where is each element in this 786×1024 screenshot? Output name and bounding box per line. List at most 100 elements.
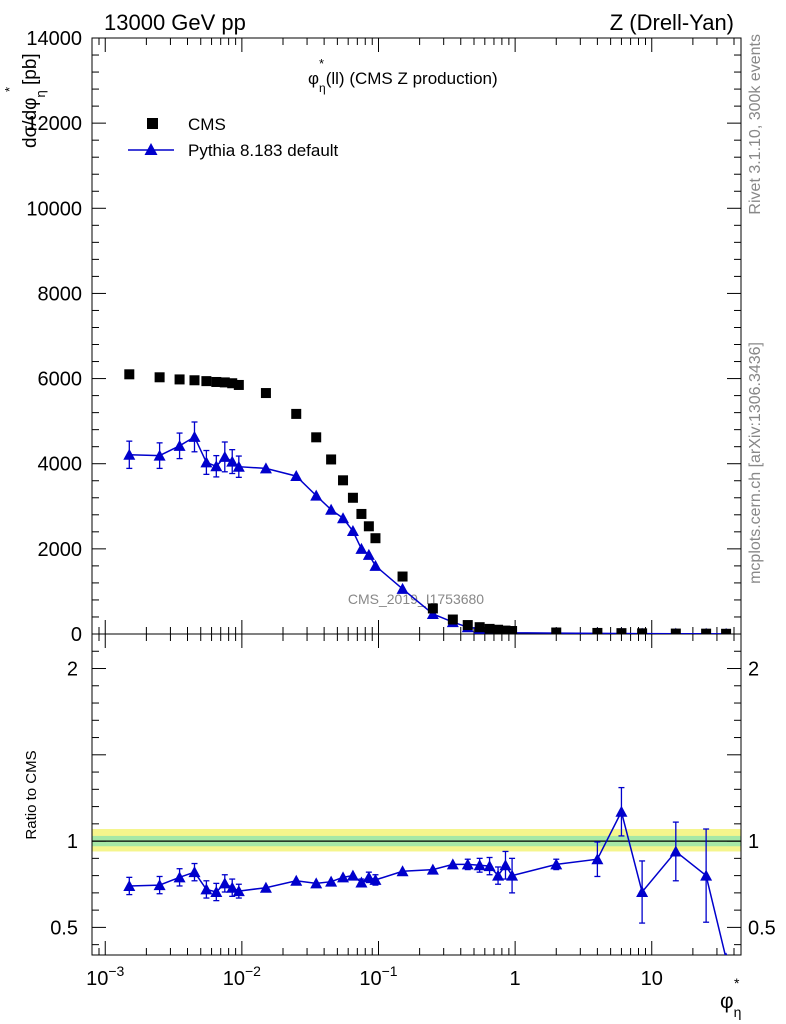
chart-marks: 10−3 10−2 10−1 1 100200040006000800010000120… [26,28,775,990]
x-tick-label: 10 [641,968,663,990]
ratio-marker [550,858,563,870]
ratio-marker [700,869,713,881]
cms-marker [701,628,712,634]
y-tick-label-ratio: 2 [67,659,78,681]
legend-mc-label: Pythia 8.183 default [188,141,339,160]
cms-marker [363,521,374,532]
ylabel-sub: η [33,90,48,97]
legend: CMS Pythia 8.183 default [128,115,339,160]
mc-marker [173,439,186,451]
cms-marker [201,376,212,387]
title-rest: (ll) (CMS Z production) [326,69,498,88]
ratio-marker [290,874,303,886]
cms-marker [500,625,511,634]
ratio-marker [506,869,519,881]
x-tick-label-exponent: −2 [245,963,261,979]
mc-marker [226,455,239,467]
mc-marker [153,449,166,461]
ratio-marker [210,886,223,898]
ratio-data-group [123,786,728,955]
title-sub: η [319,81,326,95]
title-sup: * [319,56,324,71]
mc-marker [210,460,223,472]
ratio-marker [426,863,439,875]
x-tick-label-base: 10 [86,968,108,990]
ylabel-pre: dσ/dφ [20,98,41,148]
ratio-marker [369,873,382,885]
mc-marker [310,489,323,501]
cms-marker [507,626,518,634]
x-tick-label: 10−2 [223,963,261,990]
y-tick-label-main: 8000 [38,283,83,305]
xlabel: φη [720,990,741,1020]
mc-marker [426,607,439,619]
ratio-marker [499,859,512,871]
watermark: CMS_2019_I1753680 [348,591,484,607]
y-tick-label-ratio-right: 0.5 [748,917,776,939]
cms-marker [219,377,230,388]
legend-cms-marker [147,118,158,129]
x-tick-label: 1 [510,968,521,990]
mc-marker [369,559,382,571]
main-ylabel: dσ/dφη [pb] [20,53,48,148]
ratio-marker [218,877,231,889]
ratio-marker [346,869,359,881]
mc-marker [325,503,338,515]
cms-marker [670,628,681,634]
mc-marker [337,512,350,524]
x-tick-label-exponent: −1 [382,963,398,979]
mc-marker [355,542,368,554]
cms-marker [447,614,458,625]
ratio-marker [362,871,375,883]
main-plot-title: φη(ll) (CMS Z production) [308,69,498,95]
cms-marker [211,376,222,387]
x-tick-label-base: 10 [223,968,245,990]
xlabel-phi: φ [720,990,734,1013]
ratio-marker [636,886,649,898]
cms-marker [227,378,238,389]
x-tick-label-base: 10 [641,968,663,990]
title-phi: φ [308,69,319,88]
mcplots-label: mcplots.cern.ch [arXiv:1306.3436] [747,342,764,584]
header-right: Z (Drell-Yan) [610,10,734,35]
y-tick-label-main: 6000 [38,369,83,391]
y-tick-label-main: 10000 [26,198,82,220]
cms-marker [356,508,367,519]
cms-marker [347,492,358,503]
cms-marker [154,372,165,383]
ratio-marker [259,881,272,893]
xlabel-sub: η [734,1004,742,1020]
ratio-marker [232,885,245,897]
ratio-marker [325,875,338,887]
mc-marker [259,462,272,474]
ratio-frame [91,633,742,956]
cms-marker [233,379,244,390]
x-tick-label-base: 10 [359,968,381,990]
mc-marker [218,450,231,462]
legend-mc-marker [144,143,158,155]
cms-marker [493,624,504,634]
y-tick-label-main: 12000 [26,113,82,135]
ratio-marker [724,952,728,955]
y-tick-label-ratio: 0.5 [50,917,78,939]
cms-marker [326,454,337,465]
ratio-marker [483,860,496,872]
cms-marker [189,375,200,386]
ylabel-post: [pb] [20,53,41,90]
mc-marker [362,548,375,560]
ratio-marker [226,881,239,893]
header-left: 13000 GeV pp [104,10,246,35]
cms-marker [397,571,408,582]
y-tick-label-main: 0 [71,624,82,646]
ratio-ylabel: Ratio to CMS [23,750,40,839]
legend-cms-label: CMS [188,115,226,134]
ratio-marker [200,883,213,895]
cms-marker [462,620,473,631]
mc-marker [290,470,303,482]
y-tick-label-ratio: 1 [67,831,78,853]
rivet-label: Rivet 3.1.10, 300k events [747,34,764,215]
cms-marker [370,533,381,544]
ratio-marker [123,879,136,891]
mc-marker [123,448,136,460]
